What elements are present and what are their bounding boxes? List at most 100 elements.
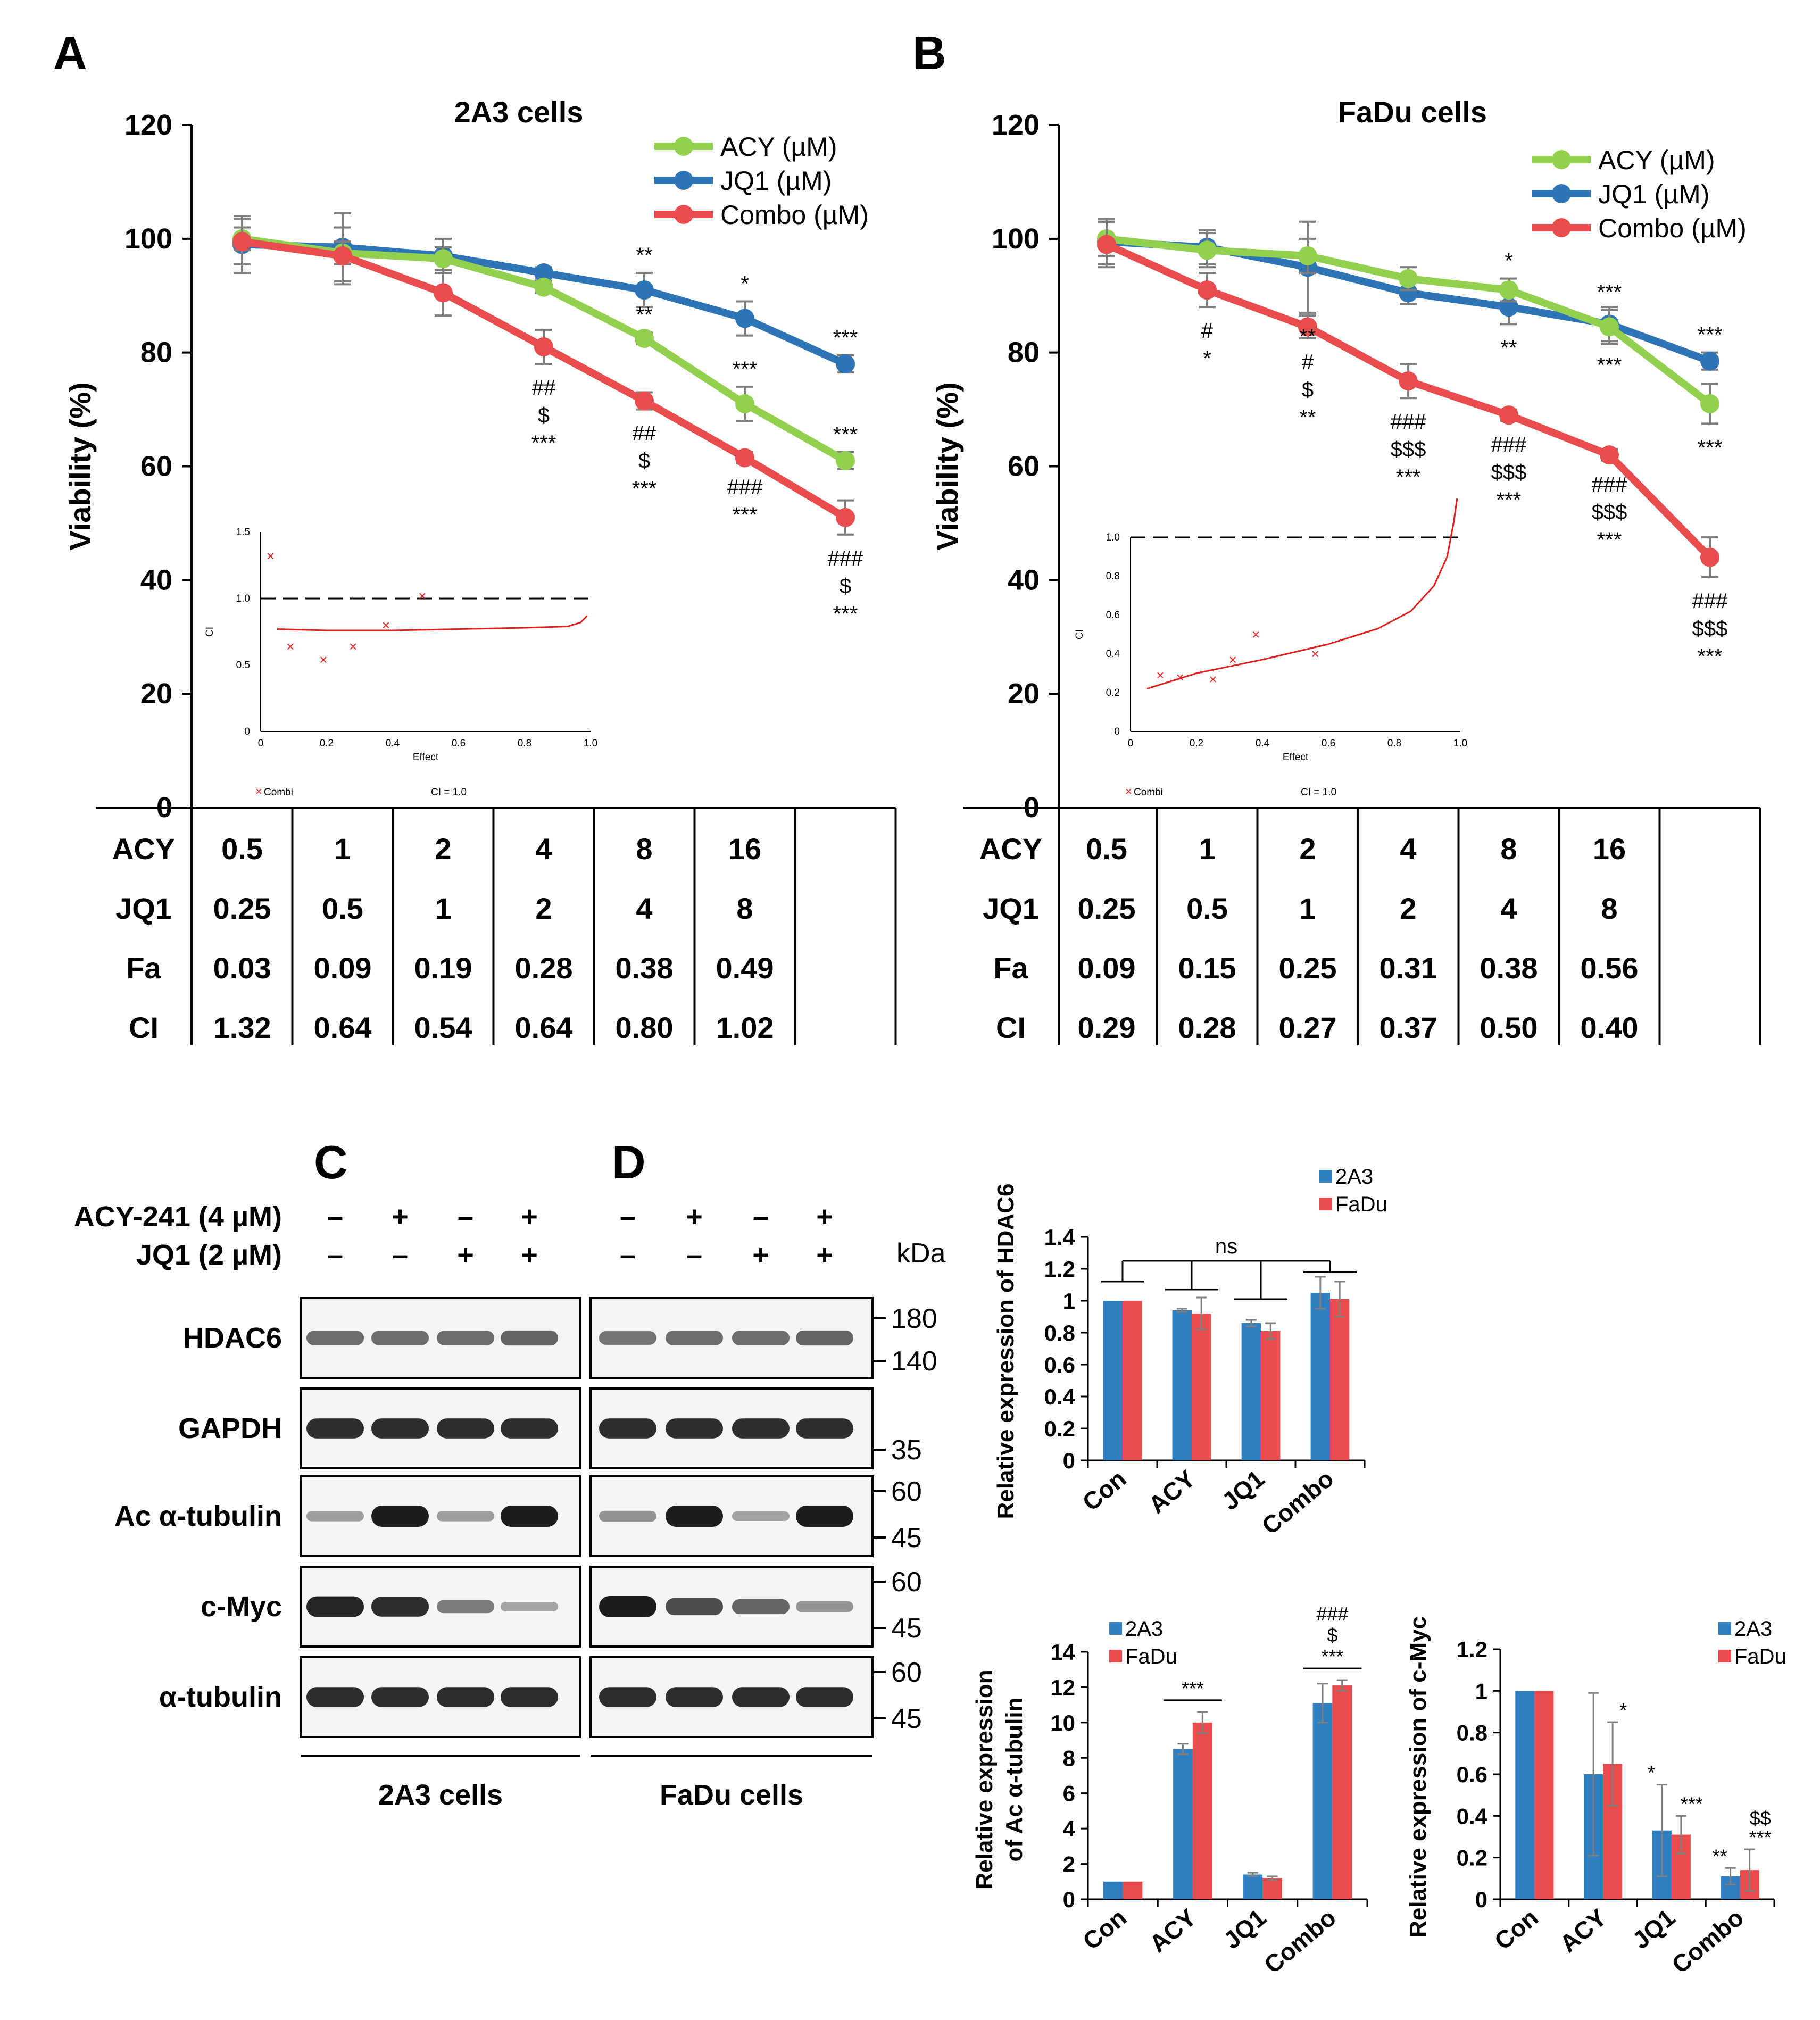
y-tick-label: 0.4 <box>1044 1384 1076 1409</box>
bar-2a3 <box>1241 1323 1261 1460</box>
significance-mark: ## <box>633 422 656 445</box>
inset-y-tick: 1.0 <box>1106 532 1120 543</box>
blot-band <box>796 1506 853 1527</box>
inset-x-tick: 0.2 <box>320 738 334 749</box>
table-cell: 0.5 <box>1186 892 1228 925</box>
table-row-label: Fa <box>993 951 1028 985</box>
significance-mark: *** <box>1497 488 1522 512</box>
table-cell: 0.19 <box>414 951 472 985</box>
panel-letter-d: D <box>612 1136 646 1188</box>
y-tick-label: 120 <box>992 109 1040 141</box>
legend-label: 2A3 <box>1734 1617 1772 1641</box>
data-point-jq1 <box>735 309 754 328</box>
table-cell: 2 <box>1400 892 1416 925</box>
inset-y-tick: 0 <box>1114 726 1120 737</box>
bar-fadu <box>1262 1878 1282 1899</box>
legend-label: 2A3 <box>1335 1165 1373 1188</box>
blot-band <box>666 1598 723 1616</box>
y-tick-label: 1 <box>1063 1289 1075 1314</box>
y-axis-label: Relative expression of HDAC6 <box>993 1184 1019 1519</box>
category-label: ACY <box>1143 1465 1201 1519</box>
table-cell: 8 <box>636 832 652 866</box>
treatment-mark: + <box>816 1201 833 1233</box>
y-tick-label: 0 <box>1063 1448 1075 1473</box>
inset-data-point: × <box>1209 671 1217 687</box>
y-axis-label: Relative expression <box>971 1669 998 1889</box>
chart-title: 2A3 cells <box>454 95 584 129</box>
significance-mark: # <box>1201 319 1214 343</box>
y-tick-label: 1 <box>1475 1678 1487 1703</box>
category-label: ACY <box>1555 1903 1612 1958</box>
y-tick-label: 8 <box>1063 1745 1075 1770</box>
kda-label: kDa <box>896 1238 946 1269</box>
table-cell: 0.64 <box>515 1011 573 1044</box>
y-tick-label: 0.6 <box>1457 1762 1487 1787</box>
treatment-mark: – <box>620 1201 636 1233</box>
inset-x-tick: 0.4 <box>386 738 400 749</box>
table-cell: 0.25 <box>1078 892 1136 925</box>
table-cell: 16 <box>728 832 761 866</box>
inset-x-tick: 0 <box>258 738 264 749</box>
table-cell: 8 <box>736 892 753 925</box>
significance-mark: ## <box>532 376 556 400</box>
blot-band <box>306 1418 364 1439</box>
blot-band <box>437 1418 494 1439</box>
inset-data-point: × <box>319 652 327 668</box>
table-cell: 0.5 <box>1086 832 1127 866</box>
blot-band <box>666 1506 723 1527</box>
y-tick-label: 1.4 <box>1044 1225 1076 1250</box>
significance-mark: ** <box>636 303 652 327</box>
bar-2a3 <box>1515 1691 1535 1899</box>
data-point-combo <box>1198 280 1217 300</box>
blot-row-label: c-Myc <box>201 1591 282 1623</box>
significance-mark: *** <box>733 503 758 527</box>
blot-band <box>732 1511 790 1521</box>
table-cell: 16 <box>1593 832 1626 866</box>
significance-mark: *** <box>1749 1826 1772 1848</box>
legend-label: ACY (µM) <box>720 132 837 162</box>
data-point-acy <box>635 328 654 348</box>
category-label: Con <box>1489 1903 1543 1955</box>
significance-mark: *** <box>1597 528 1622 552</box>
inset-data-point: × <box>286 638 294 654</box>
treatment-mark: – <box>620 1239 636 1271</box>
table-cell: 1 <box>1199 832 1215 866</box>
data-point-combo <box>836 508 855 527</box>
category-label: Combo <box>1666 1903 1749 1979</box>
blot-band <box>306 1687 364 1707</box>
category-label: JQ1 <box>1218 1903 1271 1955</box>
blot-band <box>371 1506 429 1527</box>
blot-band <box>599 1596 656 1617</box>
y-tick-label: 4 <box>1063 1816 1076 1841</box>
y-tick-label: 40 <box>140 564 172 596</box>
data-point-combo <box>735 448 754 468</box>
table-cell: 8 <box>1601 892 1617 925</box>
inset-y-tick: 0 <box>244 726 250 737</box>
significance-mark: *** <box>1396 465 1421 489</box>
kda-marker: 180 <box>891 1303 937 1334</box>
y-axis-label: Relative expression of c-Myc <box>1405 1616 1431 1938</box>
table-row-label: CI <box>129 1011 159 1044</box>
data-point-acy <box>1499 280 1518 300</box>
significance-mark: *** <box>1681 1793 1703 1815</box>
y-tick-label: 0.6 <box>1044 1352 1075 1377</box>
blot-band <box>501 1687 558 1707</box>
bar-fadu <box>1330 1299 1350 1460</box>
data-point-jq1 <box>534 263 553 282</box>
significance-mark: $$ <box>1750 1807 1771 1829</box>
dose-table: ACY 0.5 1 2 4 8 16 JQ1 0.25 0.5 1 2 4 8 Fa 0.03 0.09 0.19… <box>96 807 897 1045</box>
y-tick-label: 1.2 <box>1044 1257 1075 1282</box>
significance-mark: # <box>1302 351 1314 374</box>
legend-swatch-dot <box>1552 150 1571 169</box>
significance-mark: ### <box>1692 589 1728 613</box>
bracket-label: ns <box>1215 1235 1237 1258</box>
legend-swatch <box>1319 1198 1332 1210</box>
treatment-mark: + <box>457 1239 474 1271</box>
y-tick-label: 60 <box>140 451 172 483</box>
series-combo <box>1097 220 1719 578</box>
table-cell: 0.5 <box>322 892 363 925</box>
significance-mark: ### <box>1391 410 1426 434</box>
viability-chart-2a3: 2A3 cells 0 20 40 60 80 100 120 Viability (%) 0 0.… <box>63 95 897 1045</box>
